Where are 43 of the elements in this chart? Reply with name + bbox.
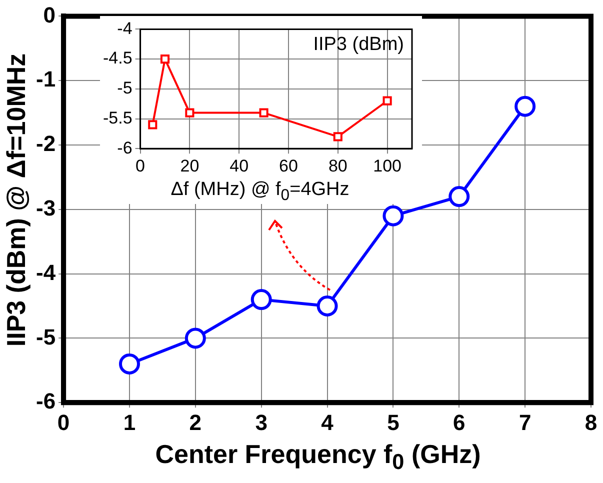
y-tick-label: -1 [36, 66, 56, 92]
point [160, 54, 170, 64]
x-tick-label: 60 [279, 156, 298, 176]
y-tick-label: -6 [117, 138, 132, 158]
x-axis-title: Center Frequency f$_{0}$ (GHz) [154, 439, 482, 474]
x-tick-label: 3 [255, 410, 268, 435]
x-tick-label: 20 [180, 156, 200, 176]
y-tick-label: -2 [36, 131, 56, 156]
x-tick-label: 40 [230, 156, 249, 176]
y-tick-label: -4 [36, 260, 56, 285]
point [333, 132, 342, 142]
point [382, 96, 392, 106]
x-tick-label: 6 [453, 410, 466, 435]
point [316, 296, 338, 316]
point [250, 289, 272, 310]
x-tick-label: 7 [518, 410, 532, 435]
y-tick-label: -4 [117, 18, 132, 38]
x-tick-label: 8 [584, 410, 598, 435]
x-tick-label: 1 [123, 410, 136, 435]
x-axis-title: Δf (MHz) @ f$_{0}$=4GHz [170, 179, 350, 204]
x-tick-label: 80 [328, 156, 348, 176]
point [382, 205, 404, 226]
x-tick-label: 0 [136, 156, 146, 176]
point [184, 328, 206, 349]
x-tick-label: 4 [321, 410, 334, 435]
x-tick-label: 5 [387, 410, 400, 435]
y-tick-label: -5 [36, 324, 56, 350]
x-tick-label: 2 [189, 410, 202, 435]
x-tick-label: 100 [373, 156, 402, 176]
y-axis-title: IIP3 (dBm) @ Δf=10MHz [0, 52, 32, 349]
point [185, 108, 194, 118]
y-tick-label: -5.5 [102, 108, 132, 128]
annotation: IIP3 (dBm) [313, 34, 404, 55]
y-tick-label: -6 [36, 388, 56, 414]
point [118, 353, 140, 374]
y-tick-label: -5 [117, 78, 132, 98]
point [514, 96, 536, 117]
point [448, 186, 470, 208]
y-tick-label: -3 [36, 195, 56, 220]
point [259, 108, 268, 118]
y-tick-label: -4.5 [102, 48, 132, 68]
y-tick-label: 0 [43, 2, 56, 28]
point [148, 120, 158, 130]
